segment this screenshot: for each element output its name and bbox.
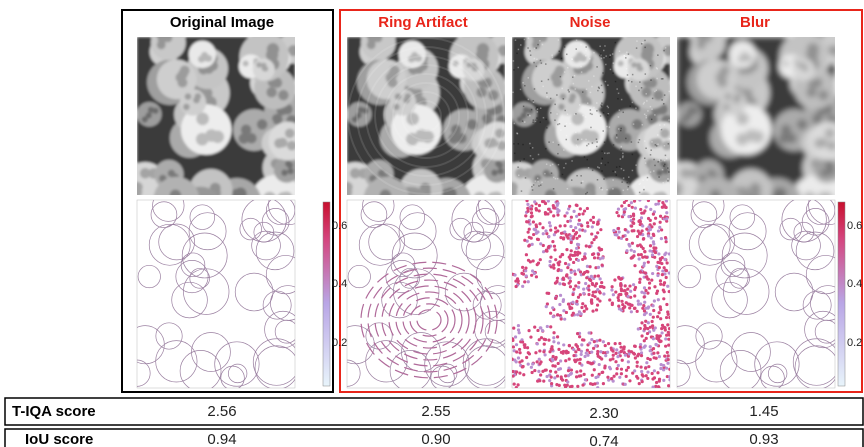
- colorbar-tick: 0.6: [847, 220, 862, 232]
- image: [512, 37, 670, 195]
- row-label: IoU score: [25, 431, 93, 447]
- colorbar-tick: 0.4: [847, 278, 862, 290]
- colorbar-tick: 0.2: [332, 337, 347, 349]
- table-row: [4, 397, 864, 426]
- score: 0.93: [749, 431, 778, 447]
- score: 1.45: [749, 403, 778, 420]
- error-map: [136, 199, 296, 389]
- colorbar: [322, 201, 331, 387]
- error-map: [676, 199, 836, 389]
- distortion-frame: [339, 9, 863, 393]
- error-map: [511, 199, 671, 389]
- colorbar-tick: 0.2: [847, 337, 862, 349]
- column-title: Noise: [570, 14, 611, 31]
- panels: [136, 37, 836, 389]
- colorbar-tick: 0.4: [332, 278, 347, 290]
- score: 0.74: [589, 433, 618, 447]
- column-title: Original Image: [170, 14, 274, 31]
- colorbar: [837, 201, 846, 387]
- score: 2.30: [589, 405, 618, 422]
- score: 0.94: [207, 431, 236, 447]
- score: 0.90: [421, 431, 450, 447]
- row-label: T-IQA score: [12, 403, 96, 420]
- error-map: [346, 199, 506, 389]
- column-title: Blur: [740, 14, 770, 31]
- colorbar-tick: 0.6: [332, 220, 347, 232]
- score: 2.56: [207, 403, 236, 420]
- table-row: [4, 428, 864, 447]
- image: [347, 37, 505, 195]
- score: 2.55: [421, 403, 450, 420]
- column-title: Ring Artifact: [378, 14, 467, 31]
- original-frame: [121, 9, 334, 393]
